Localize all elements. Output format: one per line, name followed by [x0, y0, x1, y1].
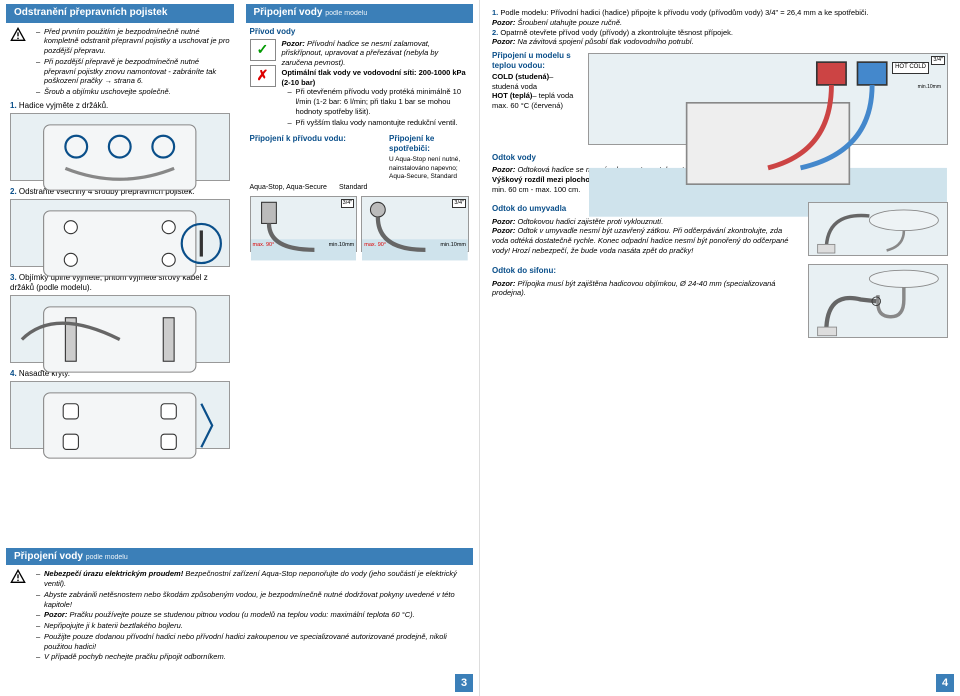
diagram-step3	[10, 295, 230, 363]
check-cross-icons: ✓ ✗	[250, 39, 276, 125]
page-number-3: 3	[455, 674, 473, 692]
supply-warn-text: Pozor: Přívodní hadice se nesmí zalamova…	[282, 39, 470, 129]
page4-steps: 1. Podle modelu: Přívodní hadici (hadice…	[492, 8, 948, 145]
hot-cold-diagram: HOT COLD 3/4" min.10mm	[588, 53, 948, 145]
conn-box-aqua: 3/4" min.10mm max. 90°	[250, 196, 358, 252]
conn-head-supply: Připojení k přívodu vodu:	[250, 134, 386, 144]
diagram-step2	[10, 199, 230, 267]
header-remove-locks: Odstranění přepravních pojistek	[6, 4, 234, 23]
warning-icon	[10, 569, 26, 585]
section-siphon: Odtok do sifonu: Pozor: Přípojka musí bý…	[492, 262, 948, 338]
check-icon: ✓	[250, 39, 276, 61]
header-water: Připojení vody podle modelu	[246, 4, 474, 23]
header-water-2: Připojení vody podle modelu	[6, 548, 473, 565]
warn-text-1: Před prvním použitím je bezpodmínečně nu…	[30, 27, 230, 98]
sink-diagram	[808, 202, 948, 256]
conn-box-standard: 3/4" min.10mm max. 90°	[361, 196, 469, 252]
water-bottom-text: Nebezpečí úrazu elektrickým proudem! Bez…	[30, 569, 469, 663]
step-1: 1. Hadice vyjměte z držáků.	[10, 101, 230, 111]
siphon-diagram	[808, 264, 948, 338]
conn-head-appliance: Připojení ke spotřebiči:	[389, 134, 469, 154]
hot-water-text: Připojení u modelu s teplou vodou: COLD …	[492, 51, 582, 145]
cross-icon: ✗	[250, 65, 276, 87]
conn-diagrams: 3/4" min.10mm max. 90° 3/4" min.10mm max…	[250, 196, 470, 252]
page-3: Odstranění přepravních pojistek Před prv…	[0, 0, 480, 696]
page-number-4: 4	[936, 674, 954, 692]
section-water-bottom: Připojení vody podle modelu Nebezpečí úr…	[0, 544, 479, 672]
page4-content: 1. Podle modelu: Přívodní hadici (hadice…	[480, 0, 960, 346]
subhead-supply: Přívod vody	[250, 27, 470, 37]
warning-icon	[10, 27, 26, 43]
diagram-step4	[10, 381, 230, 449]
hot-cold-label: HOT COLD	[892, 62, 929, 74]
conn-appliance-text: U Aqua-Stop není nutné, nainstalováno na…	[389, 156, 469, 181]
page-4: 1. Podle modelu: Přívodní hadici (hadice…	[480, 0, 960, 696]
diagram-step1	[10, 113, 230, 181]
page-spread: Odstranění přepravních pojistek Před prv…	[0, 0, 960, 696]
aqua-labels: Aqua-Stop, Aqua-Secure Standard	[250, 184, 470, 193]
